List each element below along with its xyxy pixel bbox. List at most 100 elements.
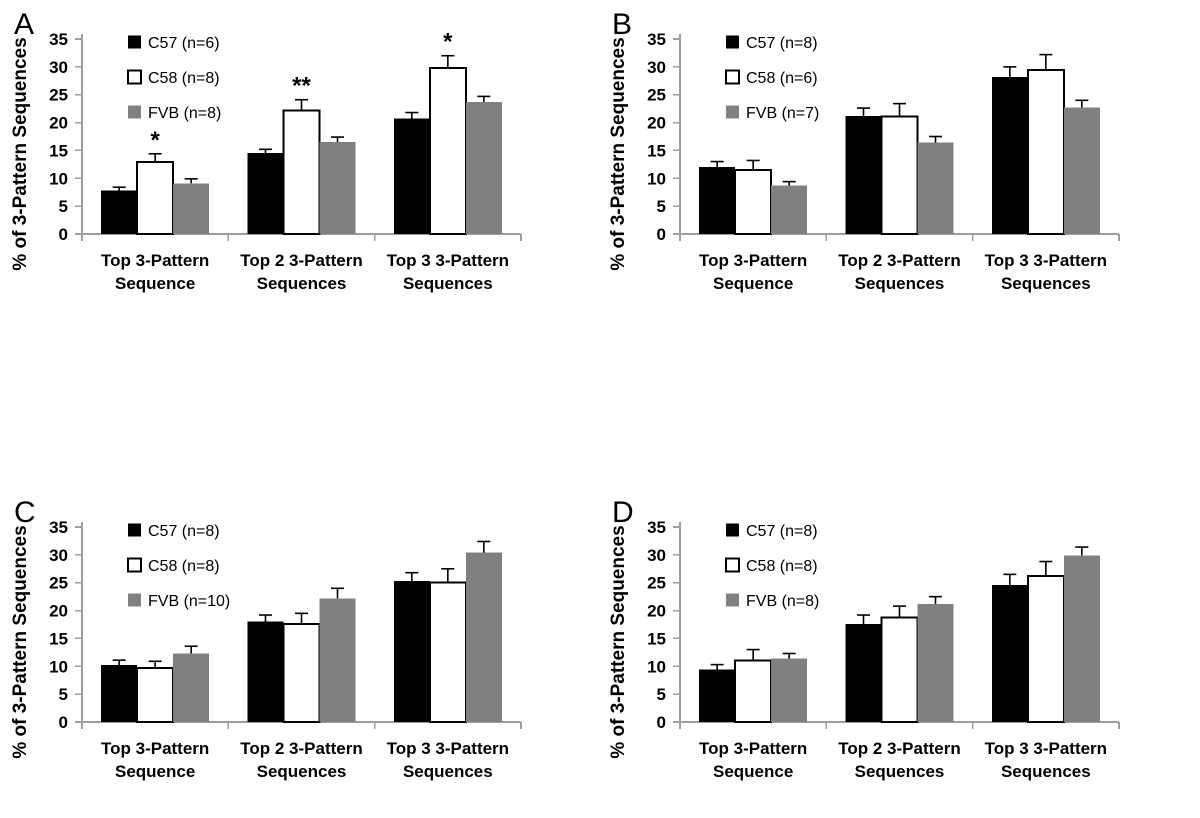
bar-fvb-cat2 — [1063, 107, 1100, 234]
bar-c57-cat0 — [101, 190, 138, 234]
y-tick-label: 5 — [59, 197, 68, 216]
legend-label-c57: C57 (n=8) — [148, 523, 220, 540]
bar-c57-cat0 — [699, 669, 736, 722]
bar-c58-cat0 — [734, 168, 773, 235]
bar-c57-cat1 — [845, 623, 882, 722]
legend-label-c57: C57 (n=8) — [746, 523, 818, 540]
category-label-line2: Sequences — [855, 762, 945, 781]
panel-letter: A — [14, 8, 34, 41]
legend-label-fvb: FVB (n=10) — [148, 593, 230, 610]
y-tick-label: 15 — [647, 629, 666, 648]
y-tick-label: 0 — [657, 713, 666, 732]
category-label-line1: Top 3 3-Pattern — [387, 251, 509, 270]
bar-fvb-cat1 — [917, 603, 954, 722]
panel-d-chart: D% of 3-Pattern Sequences 0 5 10 15 20 25 30 35 C… — [608, 496, 1120, 781]
bar-fvb-cat1 — [917, 142, 954, 234]
legend-swatch-c58 — [127, 69, 142, 85]
panel-a: A% of 3-Pattern Sequences 0 5 10 15 20 25 30 35 *… — [4, 2, 600, 328]
bar-c58-cat1 — [880, 115, 919, 235]
legend-swatch-c58 — [725, 69, 740, 85]
y-tick-label: 5 — [59, 685, 68, 704]
panel-letter: D — [612, 496, 634, 529]
legend-label-c58: C58 (n=6) — [746, 70, 818, 87]
bar-fvb-cat0 — [173, 653, 210, 722]
bar-c58-cat1 — [282, 109, 321, 235]
bar-c58-cat2 — [428, 581, 467, 724]
legend-label-c58: C58 (n=8) — [148, 558, 220, 575]
y-tick-label: 30 — [647, 58, 666, 77]
legend-label-c58: C58 (n=8) — [746, 558, 818, 575]
legend-swatch-c58 — [127, 557, 142, 573]
y-axis-title: % of 3-Pattern Sequences — [608, 525, 629, 758]
legend-swatch-c57 — [128, 35, 141, 49]
legend-swatch-c57 — [726, 523, 739, 537]
bar-fvb-cat0 — [771, 658, 808, 722]
legend-swatch-fvb — [128, 105, 141, 119]
legend-label-c58: C58 (n=8) — [148, 70, 220, 87]
panel-letter: B — [612, 8, 632, 41]
bar-fvb-cat1 — [319, 142, 356, 234]
significance-asterisk: * — [443, 29, 453, 56]
legend-swatch-fvb — [726, 593, 739, 607]
y-tick-label: 25 — [647, 86, 666, 105]
legend-label-c57: C57 (n=6) — [148, 35, 220, 52]
category-label-line1: Top 3 3-Pattern — [387, 739, 509, 758]
category-label-line1: Top 2 3-Pattern — [240, 739, 362, 758]
y-axis-title: % of 3-Pattern Sequences — [10, 525, 31, 758]
bar-c57-cat0 — [101, 665, 138, 722]
category-label-line1: Top 3-Pattern — [699, 739, 807, 758]
bar-c58-cat1 — [880, 616, 919, 723]
bar-fvb-cat0 — [173, 183, 210, 234]
panel-letter: C — [14, 496, 36, 529]
legend-label-c57: C57 (n=8) — [746, 35, 818, 52]
category-label-line2: Sequence — [713, 762, 793, 781]
category-label-line2: Sequences — [1001, 762, 1091, 781]
bar-c58-cat2 — [1026, 69, 1065, 235]
category-label-line2: Sequences — [257, 762, 347, 781]
y-tick-label: 35 — [647, 518, 666, 537]
bar-fvb-cat1 — [319, 598, 356, 722]
category-label-line2: Sequences — [257, 274, 347, 293]
y-tick-label: 10 — [49, 657, 68, 676]
bar-c57-cat2 — [393, 581, 430, 722]
significance-asterisk: ** — [292, 73, 311, 100]
y-tick-label: 35 — [647, 30, 666, 49]
bar-fvb-cat2 — [1063, 555, 1100, 722]
panel-b-chart: B% of 3-Pattern Sequences 0 5 10 15 20 25 30 35 C… — [608, 8, 1120, 293]
bar-fvb-cat2 — [465, 101, 502, 234]
category-label-line1: Top 2 3-Pattern — [240, 251, 362, 270]
y-tick-label: 30 — [49, 58, 68, 77]
category-label-line2: Sequences — [1001, 274, 1091, 293]
bar-c57-cat0 — [699, 167, 736, 234]
y-axis-title: % of 3-Pattern Sequences — [10, 37, 31, 270]
legend-swatch-fvb — [128, 593, 141, 607]
panel-d: D% of 3-Pattern Sequences 0 5 10 15 20 25 30 35 C… — [602, 490, 1198, 816]
legend-label-fvb: FVB (n=8) — [746, 593, 819, 610]
y-tick-label: 25 — [49, 574, 68, 593]
y-tick-label: 20 — [49, 602, 68, 621]
legend-label-fvb: FVB (n=8) — [148, 105, 221, 122]
bar-c58-cat0 — [136, 666, 175, 723]
y-tick-label: 35 — [49, 30, 68, 49]
panel-c-chart: C% of 3-Pattern Sequences 0 5 10 15 20 25 30 35 C… — [10, 496, 522, 781]
y-tick-label: 10 — [49, 169, 68, 188]
bar-fvb-cat0 — [771, 185, 808, 234]
category-label-line1: Top 3-Pattern — [101, 251, 209, 270]
category-label-line1: Top 3 3-Pattern — [985, 739, 1107, 758]
bar-c58-cat1 — [282, 622, 321, 723]
panel-b: B% of 3-Pattern Sequences 0 5 10 15 20 25 30 35 C… — [602, 2, 1198, 328]
y-tick-label: 0 — [59, 713, 68, 732]
y-tick-label: 10 — [647, 169, 666, 188]
category-label-line2: Sequences — [403, 274, 493, 293]
y-tick-label: 25 — [647, 574, 666, 593]
category-label-line1: Top 3-Pattern — [699, 251, 807, 270]
y-tick-label: 5 — [657, 197, 666, 216]
y-axis-title: % of 3-Pattern Sequences — [608, 37, 629, 270]
category-label-line1: Top 3 3-Pattern — [985, 251, 1107, 270]
y-tick-label: 15 — [49, 629, 68, 648]
legend-swatch-c57 — [726, 35, 739, 49]
bar-c57-cat1 — [845, 115, 882, 234]
bar-c58-cat2 — [1026, 575, 1065, 724]
bar-c58-cat0 — [734, 659, 773, 723]
bar-c58-cat0 — [136, 161, 175, 235]
